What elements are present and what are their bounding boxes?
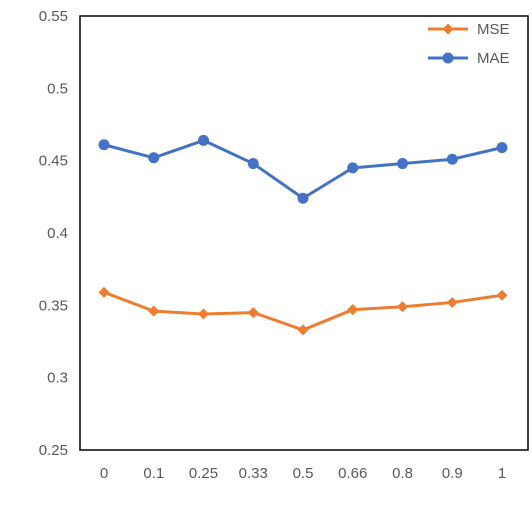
y-tick-label: 0.25 xyxy=(39,442,68,459)
mse-point xyxy=(446,296,458,308)
x-tick-label: 0.66 xyxy=(338,465,367,482)
x-tick-label: 0.33 xyxy=(239,465,268,482)
x-tick-label: 1 xyxy=(498,465,506,482)
mae-point xyxy=(397,158,408,170)
mse-legend-marker xyxy=(442,23,454,35)
mse-point xyxy=(496,289,508,301)
mae-legend-marker xyxy=(442,52,454,64)
series-layer xyxy=(98,134,508,336)
mae-series xyxy=(98,134,508,204)
x-tick-label: 0 xyxy=(100,465,108,482)
x-tick-label: 0.1 xyxy=(143,465,164,482)
y-tick-label: 0.55 xyxy=(39,8,68,25)
mae-point xyxy=(496,142,508,154)
mse-legend-label: MSE xyxy=(477,21,510,38)
mse-point xyxy=(247,307,259,319)
mse-series xyxy=(98,286,508,336)
mse-point xyxy=(347,304,359,316)
mae-point xyxy=(446,153,458,165)
y-tick-label: 0.4 xyxy=(47,225,68,242)
mae-point xyxy=(297,192,309,204)
x-tick-label: 0.9 xyxy=(442,465,463,482)
x-tick-label: 0.5 xyxy=(293,465,314,482)
legend: MSE MAE xyxy=(428,21,510,67)
mae-point xyxy=(98,139,110,151)
y-axis-tick-labels: 0.25 0.3 0.35 0.4 0.45 0.5 0.55 xyxy=(39,8,68,459)
y-tick-label: 0.35 xyxy=(39,297,68,314)
mse-point xyxy=(397,301,408,313)
plot-area-border xyxy=(79,15,529,451)
y-tick-label: 0.5 xyxy=(47,80,68,97)
mae-point xyxy=(347,162,359,174)
mse-point xyxy=(148,305,160,317)
x-tick-label: 0.8 xyxy=(392,465,413,482)
mae-point xyxy=(247,158,259,170)
y-tick-label: 0.3 xyxy=(47,370,68,387)
mae-point xyxy=(148,152,160,164)
y-tick-label: 0.45 xyxy=(39,153,68,170)
mae-point xyxy=(198,134,209,146)
x-axis-tick-labels: 0 0.1 0.25 0.33 0.5 0.66 0.8 0.9 1 xyxy=(100,465,506,482)
mse-point xyxy=(98,286,110,298)
mae-legend-label: MAE xyxy=(477,50,510,67)
mse-point xyxy=(297,324,309,336)
mse-point xyxy=(198,308,209,320)
x-tick-label: 0.25 xyxy=(189,465,218,482)
